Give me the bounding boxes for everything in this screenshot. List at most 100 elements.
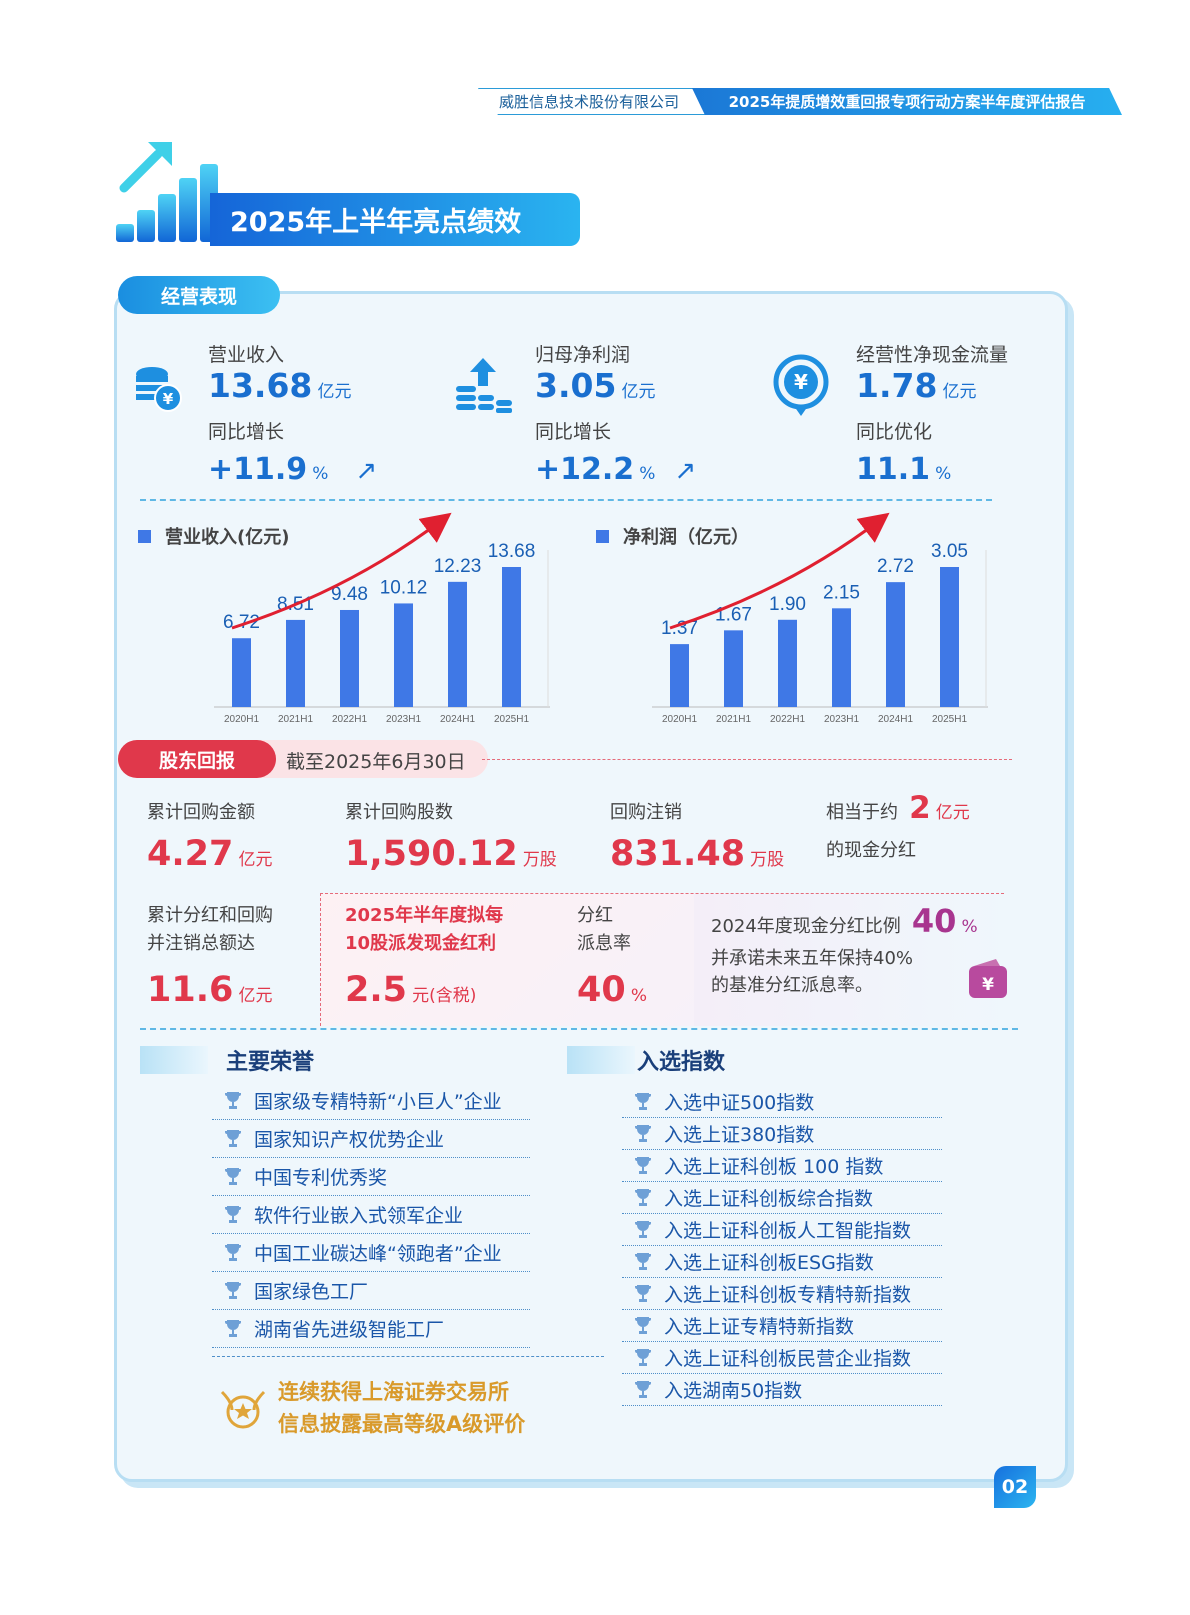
- kpi-cashflow-change: 11.1: [856, 452, 931, 487]
- coins-yuan-icon: ¥: [136, 367, 182, 412]
- bar: [940, 567, 959, 707]
- data-label: 2.72: [877, 556, 914, 577]
- page-title: 2025年上半年亮点绩效: [210, 193, 580, 246]
- buyback-shares-unit: 万股: [522, 850, 557, 870]
- equiv-unit: 亿元: [935, 803, 970, 823]
- ratio-line3: 的基准分红派息率。: [711, 975, 873, 996]
- trophy-icon: [635, 1156, 651, 1174]
- award-line1: 连续获得上海证券交易所: [278, 1380, 509, 1404]
- bar: [670, 644, 689, 707]
- data-label: 1.67: [715, 604, 752, 625]
- trophy-icon: [635, 1316, 651, 1334]
- yield-line1: 分红: [577, 905, 613, 926]
- growth-bars-icon: [116, 142, 218, 242]
- honor-item: 国家绿色工厂: [212, 1272, 530, 1310]
- data-label: 2.15: [823, 582, 860, 603]
- profit-stack-icon: [456, 358, 512, 413]
- index-item-label: 入选湖南50指数: [664, 1380, 803, 1402]
- buyback-amount-unit: 亿元: [238, 850, 273, 870]
- trophy-icon: [225, 1281, 241, 1299]
- tick-label: 2020H1: [224, 714, 259, 725]
- kpi-profit-value-wrap: 3.05 亿元: [535, 366, 656, 405]
- plan-value: 2.5: [345, 970, 408, 1010]
- equiv-prefix: 相当于约: [826, 802, 898, 823]
- shareholder-pill: 股东回报: [118, 740, 276, 778]
- honor-item-label: 湖南省先进级智能工厂: [254, 1319, 445, 1341]
- content-panel: [114, 291, 1068, 1482]
- divider-red: [482, 759, 1012, 760]
- header-company: 威胜信息技术股份有限公司: [478, 88, 708, 115]
- total-line2: 并注销总额达: [147, 933, 255, 954]
- ratio-unit: %: [961, 917, 978, 937]
- trophy-icon: [635, 1252, 651, 1270]
- yield-value: 40: [577, 970, 626, 1010]
- indexes-title-bar: [567, 1046, 635, 1074]
- page-number: 02: [994, 1466, 1036, 1508]
- kpi-profit-change: +12.2: [535, 452, 635, 487]
- tick-label: 2020H1: [662, 714, 697, 725]
- trend-arrow: [669, 512, 890, 630]
- ratio-wrap: 2024年度现金分红比例 40 %: [711, 902, 978, 941]
- equiv-wrap: 相当于约 2 亿元: [826, 790, 970, 827]
- trend-arrow: [231, 512, 452, 630]
- equiv-suffix: 的现金分红: [826, 840, 916, 861]
- data-label: 13.68: [488, 541, 536, 562]
- trophy-icon: [635, 1220, 651, 1238]
- data-label: 3.05: [931, 541, 968, 562]
- honor-item-label: 国家级专精特新“小巨人”企业: [254, 1091, 502, 1113]
- trophy-icon: [225, 1091, 241, 1109]
- data-label: 6.72: [223, 612, 260, 633]
- chart-revenue-title: 营业收入(亿元): [138, 523, 289, 549]
- index-item-label: 入选上证科创板专精特新指数: [664, 1284, 912, 1306]
- total-wrap: 11.6 亿元: [147, 970, 272, 1010]
- bar: [286, 619, 305, 707]
- chart-profit-title-text: 净利润（亿元）: [623, 527, 749, 548]
- kpi-cashflow-change-wrap: 11.1 %: [856, 452, 951, 487]
- kpi-profit-change-unit: %: [639, 464, 656, 484]
- shareholder-date: 截至2025年6月30日: [286, 751, 466, 773]
- kpi-profit-label: 归母净利润: [535, 344, 631, 366]
- index-item-label: 入选上证专精特新指数: [664, 1316, 855, 1338]
- honors-title: 主要荣誉: [226, 1050, 315, 1075]
- indexes-list: 入选中证500指数 入选上证380指数 入选上证科创板 100 指数 入选上证科创板综…: [622, 1086, 942, 1406]
- buyback-shares-wrap: 1,590.12 万股: [345, 834, 557, 874]
- honor-item-label: 软件行业嵌入式领军企业: [254, 1205, 464, 1227]
- index-item-label: 入选上证380指数: [664, 1124, 815, 1146]
- tick-label: 2022H1: [332, 714, 367, 725]
- ops-pill: 经营表现: [118, 276, 280, 314]
- bar: [340, 609, 359, 707]
- plan-wrap: 2.5 元(含税): [345, 970, 476, 1010]
- index-item: 入选中证500指数: [622, 1086, 942, 1118]
- kpi-profit-sub: 同比增长: [535, 421, 612, 443]
- honor-item-label: 中国工业碳达峰“领跑者”企业: [254, 1243, 502, 1265]
- trophy-icon: [635, 1348, 651, 1366]
- index-item: 入选上证专精特新指数: [622, 1310, 942, 1342]
- honor-item-label: 国家绿色工厂: [254, 1281, 369, 1303]
- trend-up-icon: ↗: [674, 456, 697, 486]
- kpi-revenue-unit: 亿元: [317, 382, 352, 402]
- bar: [886, 582, 905, 707]
- kpi-revenue-label: 营业收入: [208, 344, 285, 366]
- ratio-line1: 2024年度现金分红比例: [711, 916, 901, 937]
- chart-revenue: 6.722020H18.512021H19.482022H110.122023H…: [214, 512, 550, 725]
- kpi-revenue-value: 13.68: [208, 366, 313, 405]
- index-item-label: 入选中证500指数: [664, 1092, 815, 1114]
- trophy-icon: [225, 1129, 241, 1147]
- honor-item: 软件行业嵌入式领军企业: [212, 1196, 530, 1234]
- trophy-icon: [635, 1092, 651, 1110]
- honors-list: 国家级专精特新“小巨人”企业 国家知识产权优势企业 中国专利优秀奖 软件行业嵌入式领军…: [212, 1082, 530, 1348]
- yield-unit: %: [630, 986, 647, 1006]
- bar: [778, 619, 797, 707]
- svg-text:¥: ¥: [982, 975, 994, 995]
- index-item-label: 入选上证科创板 100 指数: [664, 1156, 884, 1178]
- kpi-cashflow-sub: 同比优化: [856, 421, 933, 443]
- dividend-box: [320, 893, 696, 1026]
- trophy-icon: [225, 1167, 241, 1185]
- index-item: 入选上证科创板专精特新指数: [622, 1278, 942, 1310]
- total-line1: 累计分红和回购: [147, 905, 273, 926]
- honor-item: 中国工业碳达峰“领跑者”企业: [212, 1234, 530, 1272]
- honor-item: 中国专利优秀奖: [212, 1158, 530, 1196]
- kpi-revenue-value-wrap: 13.68 亿元: [208, 366, 351, 405]
- divider-red: [320, 893, 1004, 894]
- tick-label: 2023H1: [386, 714, 421, 725]
